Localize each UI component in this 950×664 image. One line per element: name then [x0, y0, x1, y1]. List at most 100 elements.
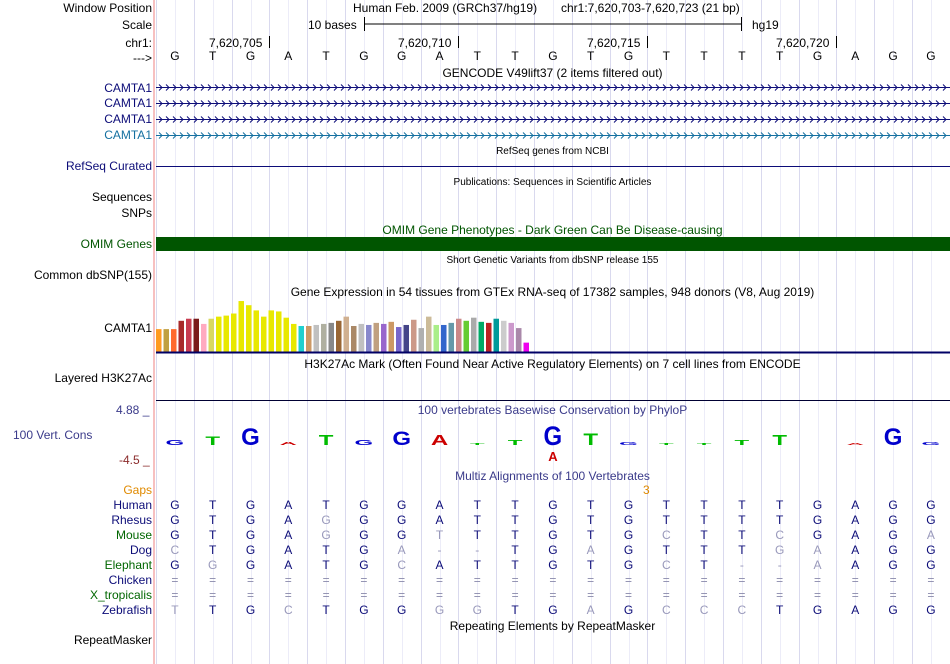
gtex-tissue-bar	[186, 318, 192, 352]
multiz-base: =	[587, 573, 595, 587]
multiz-base: =	[776, 588, 784, 602]
multiz-title[interactable]: Multiz Alignments of 100 Vertebrates	[455, 469, 650, 483]
base-letter: T	[209, 49, 217, 63]
multiz-base: G	[548, 513, 558, 527]
scale-label: Scale	[121, 18, 152, 32]
multiz-species-label[interactable]: X_tropicalis	[89, 588, 152, 602]
gtex-tissue-bar	[486, 322, 492, 352]
multiz-base: T	[776, 603, 784, 617]
multiz-base: G	[926, 603, 936, 617]
base-letter: T	[700, 49, 708, 63]
phylop-letter: G	[166, 438, 185, 446]
h3k27ac-label[interactable]: Layered H3K27Ac	[54, 371, 152, 385]
gtex-tissue-bar	[508, 322, 514, 352]
phylop-letter: T	[583, 430, 598, 449]
gtex-tissue-bar	[238, 301, 244, 352]
multiz-species-label[interactable]: Mouse	[115, 528, 152, 542]
gtex-tissue-bar	[253, 310, 259, 352]
h3k27ac-title[interactable]: H3K27Ac Mark (Often Found Near Active Re…	[304, 357, 801, 371]
refseq-title[interactable]: RefSeq genes from NCBI	[496, 146, 609, 157]
gtex-tissue-bar	[163, 329, 169, 352]
gencode-label-4[interactable]: CAMTA1	[104, 128, 152, 142]
gtex-tissue-bar	[178, 320, 184, 352]
multiz-base: G	[926, 543, 936, 557]
gtex-tissue-bar	[478, 321, 484, 352]
multiz-base: G	[170, 528, 180, 542]
repeatmasker-label[interactable]: RepeatMasker	[73, 633, 152, 647]
gencode-label-2[interactable]: CAMTA1	[104, 96, 152, 110]
gtex-label[interactable]: CAMTA1	[104, 321, 152, 335]
multiz-base: A	[284, 528, 293, 542]
gtex-tissue-bar	[516, 328, 522, 352]
base-letter: G	[170, 49, 180, 63]
multiz-base: =	[284, 588, 292, 602]
multiz-species-label[interactable]: Rhesus	[111, 513, 152, 527]
multiz-base: T	[209, 498, 217, 512]
gtex-tissue-bar	[373, 322, 379, 352]
base-letter: T	[473, 49, 481, 63]
gencode-title[interactable]: GENCODE V49lift37 (2 items filtered out)	[442, 66, 663, 80]
phylop-min-label: -4.5 _	[119, 453, 150, 467]
dbsnp-label[interactable]: Common dbSNP(155)	[33, 268, 152, 282]
repeatmasker-title[interactable]: Repeating Elements by RepeatMasker	[449, 619, 656, 633]
multiz-base: =	[360, 588, 368, 602]
phylop-label[interactable]: 100 Vert. Cons	[13, 428, 93, 442]
gencode-label-3[interactable]: CAMTA1	[104, 112, 152, 126]
omim-title[interactable]: OMIM Gene Phenotypes - Dark Green Can Be…	[382, 223, 723, 237]
multiz-base: =	[171, 588, 179, 602]
omim-gene-bar[interactable]	[156, 237, 950, 251]
multiz-base: G	[245, 558, 256, 572]
refseq-label[interactable]: RefSeq Curated	[65, 159, 152, 173]
multiz-base: G	[245, 603, 256, 617]
dbsnp-title[interactable]: Short Genetic Variants from dbSNP releas…	[446, 255, 659, 266]
multiz-species-label[interactable]: Human	[113, 498, 152, 512]
multiz-base: T	[700, 543, 708, 557]
phylop-max-label: 4.88 _	[116, 403, 150, 417]
multiz-base: T	[209, 603, 217, 617]
multiz-base: =	[700, 573, 708, 587]
multiz-base: T	[511, 528, 519, 542]
gtex-title[interactable]: Gene Expression in 54 tissues from GTEx …	[290, 285, 815, 299]
multiz-base: G	[170, 513, 180, 527]
multiz-species-label[interactable]: Dog	[129, 543, 152, 557]
multiz-base: T	[587, 513, 595, 527]
multiz-base: A	[284, 513, 293, 527]
multiz-base: A	[851, 498, 860, 512]
multiz-base: G	[623, 498, 634, 512]
multiz-species-label[interactable]: Chicken	[108, 573, 152, 587]
gaps-label[interactable]: Gaps	[123, 483, 152, 497]
publications-label-snps[interactable]: SNPs	[121, 206, 152, 220]
omim-label[interactable]: OMIM Genes	[80, 237, 152, 251]
base-letter: T	[776, 49, 784, 63]
assembly-title: Human Feb. 2009 (GRCh37/hg19)	[353, 1, 538, 15]
window-position-label: Window Position	[63, 1, 152, 15]
ruler-tick-label: 7,620,710	[398, 36, 452, 50]
multiz-base: =	[889, 588, 897, 602]
publications-title[interactable]: Publications: Sequences in Scientific Ar…	[453, 177, 652, 188]
gencode-label-1[interactable]: CAMTA1	[104, 81, 152, 95]
multiz-species-label[interactable]: Elephant	[104, 558, 152, 572]
multiz-species-label[interactable]: Zebrafish	[101, 603, 152, 617]
multiz-base: A	[813, 543, 822, 557]
phylop-letter: G	[922, 441, 941, 447]
gtex-tissue-bar	[411, 319, 417, 352]
phylop-letter: T	[735, 438, 750, 446]
multiz-base: G	[623, 528, 634, 542]
phylop-title[interactable]: 100 vertebrates Basewise Conservation by…	[417, 403, 688, 417]
multiz-base: =	[435, 588, 443, 602]
multiz-base: A	[397, 543, 406, 557]
track-label-column	[153, 0, 155, 664]
gtex-tissue-bar	[231, 313, 237, 352]
publications-label-sequences[interactable]: Sequences	[91, 190, 152, 204]
multiz-base: G	[888, 603, 898, 617]
phylop-letter: T	[205, 435, 220, 448]
gtex-tissue-bar	[418, 328, 424, 352]
multiz-base: G	[548, 528, 558, 542]
multiz-base: A	[813, 558, 822, 572]
